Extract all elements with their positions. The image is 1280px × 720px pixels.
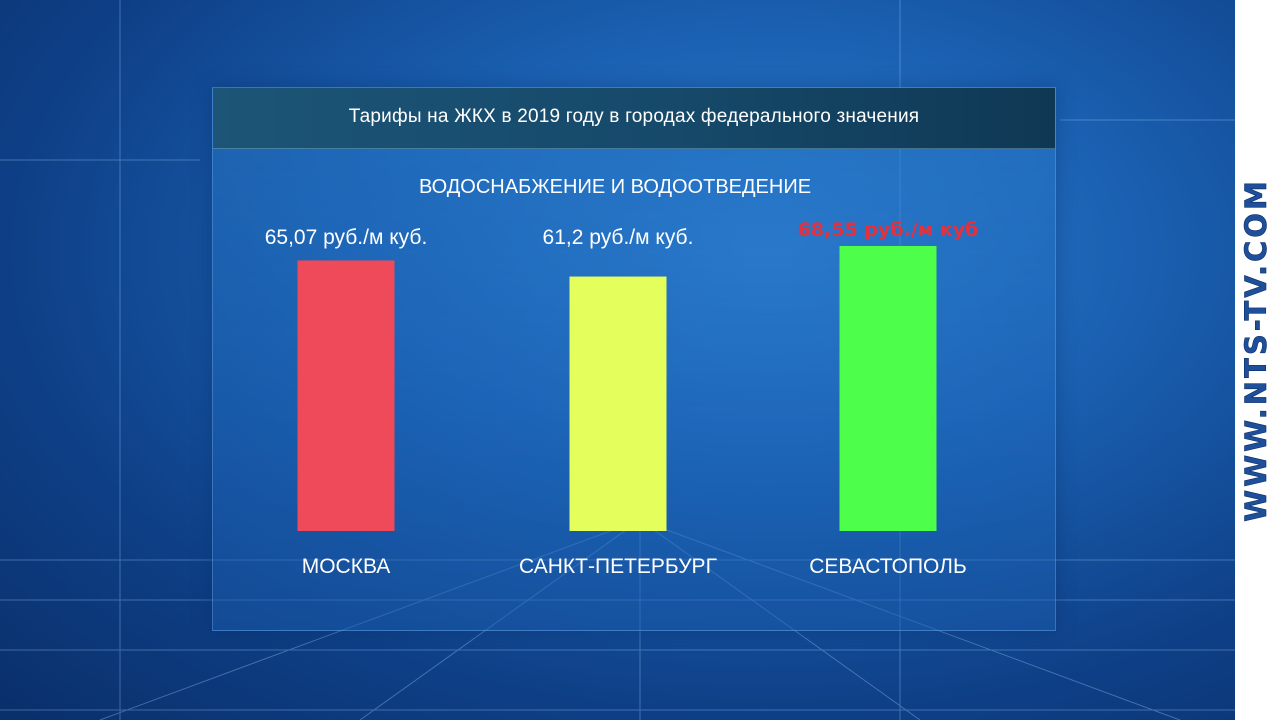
channel-watermark: WWW.NTS-TV.COM — [1239, 178, 1274, 522]
bar-1 — [297, 260, 395, 531]
panel-header: Тарифы на ЖКХ в 2019 году в городах феде… — [213, 88, 1055, 149]
category-label-1: МОСКВА — [302, 555, 391, 578]
value-label-3: 68,55 руб./м куб — [798, 219, 979, 241]
bar-3 — [839, 246, 937, 531]
bar-chart: 65,07 руб./м куб. МОСКВА 61,2 руб./м куб. С… — [265, 219, 979, 578]
panel-title: Тарифы на ЖКХ в 2019 году в городах феде… — [348, 106, 920, 127]
watermark-strip — [1235, 0, 1280, 720]
bar-2 — [569, 276, 667, 531]
value-label-1: 65,07 руб./м куб. — [265, 226, 428, 249]
category-label-3: СЕВАСТОПОЛЬ — [809, 555, 966, 578]
chart-title: ВОДОСНАБЖЕНИЕ И ВОДООТВЕДЕНИЕ — [418, 176, 812, 198]
category-label-2: САНКТ-ПЕТЕРБУРГ — [519, 555, 717, 578]
value-label-2: 61,2 руб./м куб. — [543, 226, 694, 249]
